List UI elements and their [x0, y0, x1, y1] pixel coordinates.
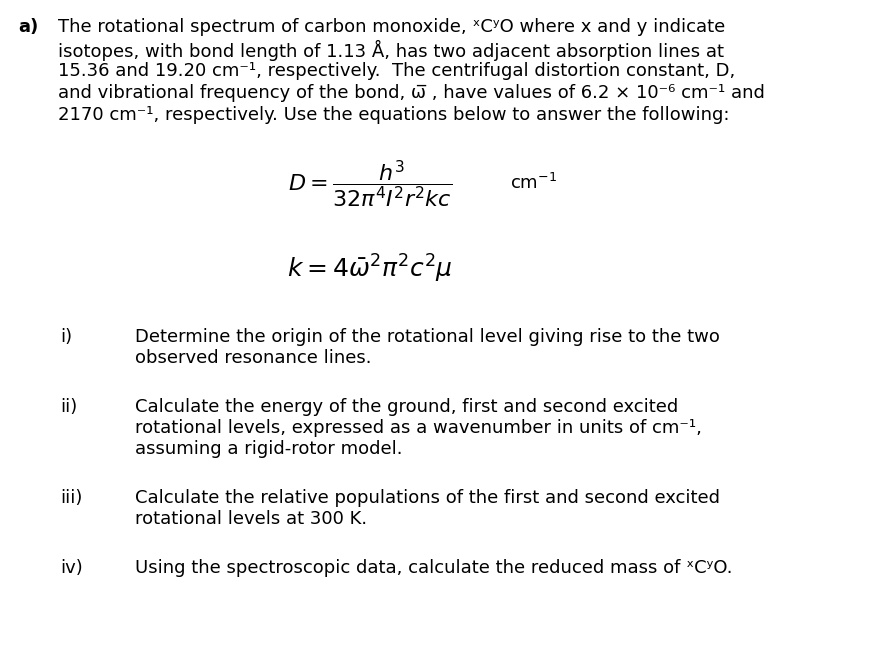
Text: iv): iv) — [60, 559, 82, 577]
Text: $k = 4\bar{\omega}^2\pi^2 c^2 \mu$: $k = 4\bar{\omega}^2\pi^2 c^2 \mu$ — [287, 253, 453, 285]
Text: rotational levels, expressed as a wavenumber in units of cm⁻¹,: rotational levels, expressed as a wavenu… — [135, 419, 702, 437]
Text: iii): iii) — [60, 489, 82, 507]
Text: Calculate the relative populations of the first and second excited: Calculate the relative populations of th… — [135, 489, 720, 507]
Text: and vibrational frequency of the bond, ω̅ , have values of 6.2 × 10⁻⁶ cm⁻¹ and: and vibrational frequency of the bond, ω… — [58, 84, 765, 102]
Text: Using the spectroscopic data, calculate the reduced mass of ˣCʸO.: Using the spectroscopic data, calculate … — [135, 559, 733, 577]
Text: 2170 cm⁻¹, respectively. Use the equations below to answer the following:: 2170 cm⁻¹, respectively. Use the equatio… — [58, 106, 729, 124]
Text: 15.36 and 19.20 cm⁻¹, respectively.  The centrifugal distortion constant, D,: 15.36 and 19.20 cm⁻¹, respectively. The … — [58, 62, 735, 80]
Text: Calculate the energy of the ground, first and second excited: Calculate the energy of the ground, firs… — [135, 398, 679, 416]
Text: ii): ii) — [60, 398, 77, 416]
Text: $D = \dfrac{h^3}{32\pi^4 I^2 r^2 kc}$: $D = \dfrac{h^3}{32\pi^4 I^2 r^2 kc}$ — [288, 158, 452, 210]
Text: The rotational spectrum of carbon monoxide, ˣCʸO where x and y indicate: The rotational spectrum of carbon monoxi… — [58, 18, 726, 36]
Text: isotopes, with bond length of 1.13 Å, has two adjacent absorption lines at: isotopes, with bond length of 1.13 Å, ha… — [58, 40, 724, 61]
Text: Determine the origin of the rotational level giving rise to the two: Determine the origin of the rotational l… — [135, 328, 719, 346]
Text: i): i) — [60, 328, 72, 346]
Text: rotational levels at 300 K.: rotational levels at 300 K. — [135, 510, 367, 528]
Text: a): a) — [18, 18, 38, 36]
Text: cm$^{-1}$: cm$^{-1}$ — [510, 173, 557, 193]
Text: assuming a rigid-rotor model.: assuming a rigid-rotor model. — [135, 440, 402, 458]
Text: observed resonance lines.: observed resonance lines. — [135, 349, 371, 367]
